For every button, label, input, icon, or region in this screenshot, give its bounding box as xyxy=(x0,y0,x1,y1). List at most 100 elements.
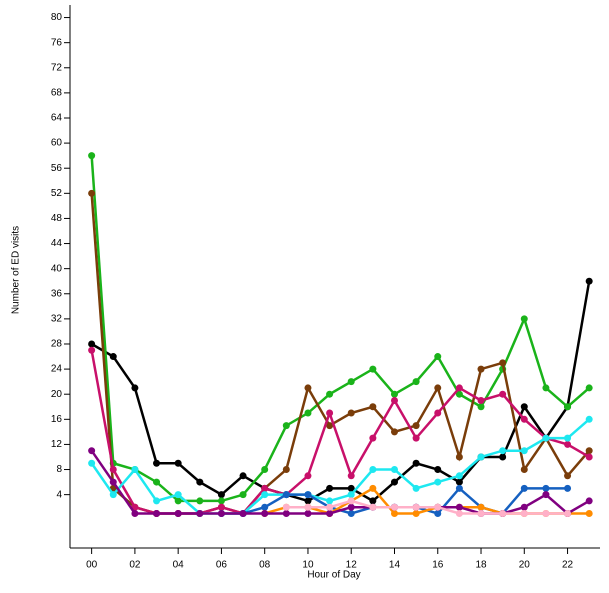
data-point xyxy=(347,409,355,417)
data-point xyxy=(390,509,398,517)
data-point xyxy=(88,447,96,455)
data-point xyxy=(564,472,572,480)
data-point xyxy=(564,434,572,442)
data-point xyxy=(261,491,269,499)
y-tick-label: 16 xyxy=(51,414,63,425)
data-point xyxy=(347,378,355,386)
data-point xyxy=(477,509,485,517)
data-point xyxy=(499,390,507,398)
data-point xyxy=(304,503,312,511)
data-point xyxy=(520,315,528,323)
x-tick-label: 16 xyxy=(432,560,444,571)
data-point xyxy=(477,453,485,461)
data-point xyxy=(326,422,334,430)
data-point xyxy=(326,484,334,492)
y-tick-label: 48 xyxy=(51,213,63,224)
y-tick-label: 76 xyxy=(51,37,63,48)
series-line xyxy=(90,418,591,515)
data-point xyxy=(434,466,442,474)
y-tick-label: 80 xyxy=(51,12,63,23)
data-point xyxy=(304,409,312,417)
data-point xyxy=(239,472,247,480)
data-point xyxy=(585,497,593,505)
x-tick-label: 02 xyxy=(129,560,141,571)
data-point xyxy=(217,503,225,511)
data-point xyxy=(109,353,117,361)
y-tick-label: 32 xyxy=(51,314,63,325)
series-line xyxy=(90,193,591,515)
data-point xyxy=(261,509,269,517)
data-point xyxy=(585,447,593,455)
x-tick-label: 10 xyxy=(302,560,314,571)
data-point xyxy=(585,509,593,517)
data-point xyxy=(390,478,398,486)
data-point xyxy=(412,509,420,517)
data-point xyxy=(196,497,204,505)
data-point xyxy=(499,509,507,517)
data-point xyxy=(455,390,463,398)
data-point xyxy=(282,422,290,430)
data-point xyxy=(390,503,398,511)
data-point xyxy=(304,472,312,480)
x-tick-label: 08 xyxy=(259,560,271,571)
data-point xyxy=(412,459,420,467)
data-point xyxy=(542,434,550,442)
data-point xyxy=(196,478,204,486)
data-point xyxy=(412,378,420,386)
data-point xyxy=(347,497,355,505)
data-point xyxy=(239,509,247,517)
data-point xyxy=(347,509,355,517)
data-point xyxy=(564,509,572,517)
data-point xyxy=(174,491,182,499)
data-point xyxy=(109,466,117,474)
x-tick-label: 22 xyxy=(562,560,574,571)
x-tick-label: 20 xyxy=(519,560,531,571)
series-line xyxy=(286,499,568,515)
data-point xyxy=(520,503,528,511)
data-point xyxy=(564,403,572,411)
data-point xyxy=(564,440,572,448)
data-point xyxy=(369,365,377,373)
data-point xyxy=(434,384,442,392)
data-point xyxy=(153,459,161,467)
data-point xyxy=(369,503,377,511)
data-point xyxy=(217,491,225,499)
data-point xyxy=(109,491,117,499)
data-point xyxy=(455,453,463,461)
data-point xyxy=(434,509,442,517)
data-point xyxy=(390,396,398,404)
data-point xyxy=(217,497,225,505)
x-tick-label: 00 xyxy=(86,560,98,571)
y-tick-label: 28 xyxy=(51,339,63,350)
data-point xyxy=(174,497,182,505)
data-point xyxy=(196,509,204,517)
data-point xyxy=(412,434,420,442)
data-point xyxy=(520,466,528,474)
data-point xyxy=(455,472,463,480)
y-tick-label: 52 xyxy=(51,188,63,199)
data-point xyxy=(542,484,550,492)
x-tick-label: 12 xyxy=(346,560,358,571)
data-point xyxy=(412,484,420,492)
data-point xyxy=(477,396,485,404)
data-point xyxy=(520,447,528,455)
x-axis-label: Hour of Day xyxy=(307,570,360,581)
y-tick-label: 40 xyxy=(51,263,63,274)
data-point xyxy=(499,453,507,461)
data-point xyxy=(412,422,420,430)
data-point xyxy=(326,409,334,417)
data-point xyxy=(390,428,398,436)
series-line xyxy=(91,280,591,503)
data-point xyxy=(542,384,550,392)
data-point xyxy=(131,466,139,474)
data-point xyxy=(153,509,161,517)
data-point xyxy=(326,497,334,505)
data-point xyxy=(564,484,572,492)
data-point xyxy=(477,503,485,511)
data-point xyxy=(499,447,507,455)
data-point xyxy=(326,503,334,511)
data-point xyxy=(282,466,290,474)
data-point xyxy=(477,403,485,411)
data-point xyxy=(585,415,593,423)
